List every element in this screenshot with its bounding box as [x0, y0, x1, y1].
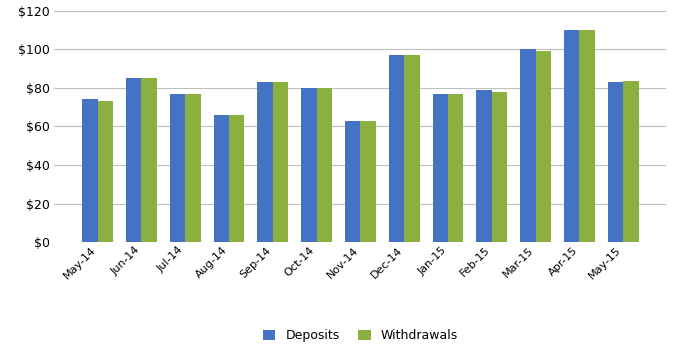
Bar: [185, 94, 201, 242]
Bar: [141, 78, 156, 242]
Bar: [536, 51, 551, 242]
Bar: [258, 82, 273, 242]
Bar: [624, 81, 639, 242]
Bar: [404, 55, 420, 242]
Bar: [608, 82, 624, 242]
Bar: [492, 92, 507, 242]
Bar: [579, 30, 595, 242]
Bar: [564, 30, 579, 242]
Bar: [126, 78, 141, 242]
Bar: [432, 94, 448, 242]
Bar: [389, 55, 404, 242]
Bar: [170, 94, 185, 242]
Bar: [477, 90, 492, 242]
Bar: [448, 94, 463, 242]
Bar: [229, 115, 244, 242]
Bar: [214, 115, 229, 242]
Bar: [520, 49, 536, 242]
Bar: [360, 121, 376, 242]
Bar: [97, 101, 113, 242]
Bar: [82, 99, 97, 242]
Bar: [317, 88, 332, 242]
Legend: Deposits, Withdrawals: Deposits, Withdrawals: [262, 329, 458, 342]
Bar: [345, 121, 360, 242]
Bar: [301, 88, 317, 242]
Bar: [273, 82, 288, 242]
